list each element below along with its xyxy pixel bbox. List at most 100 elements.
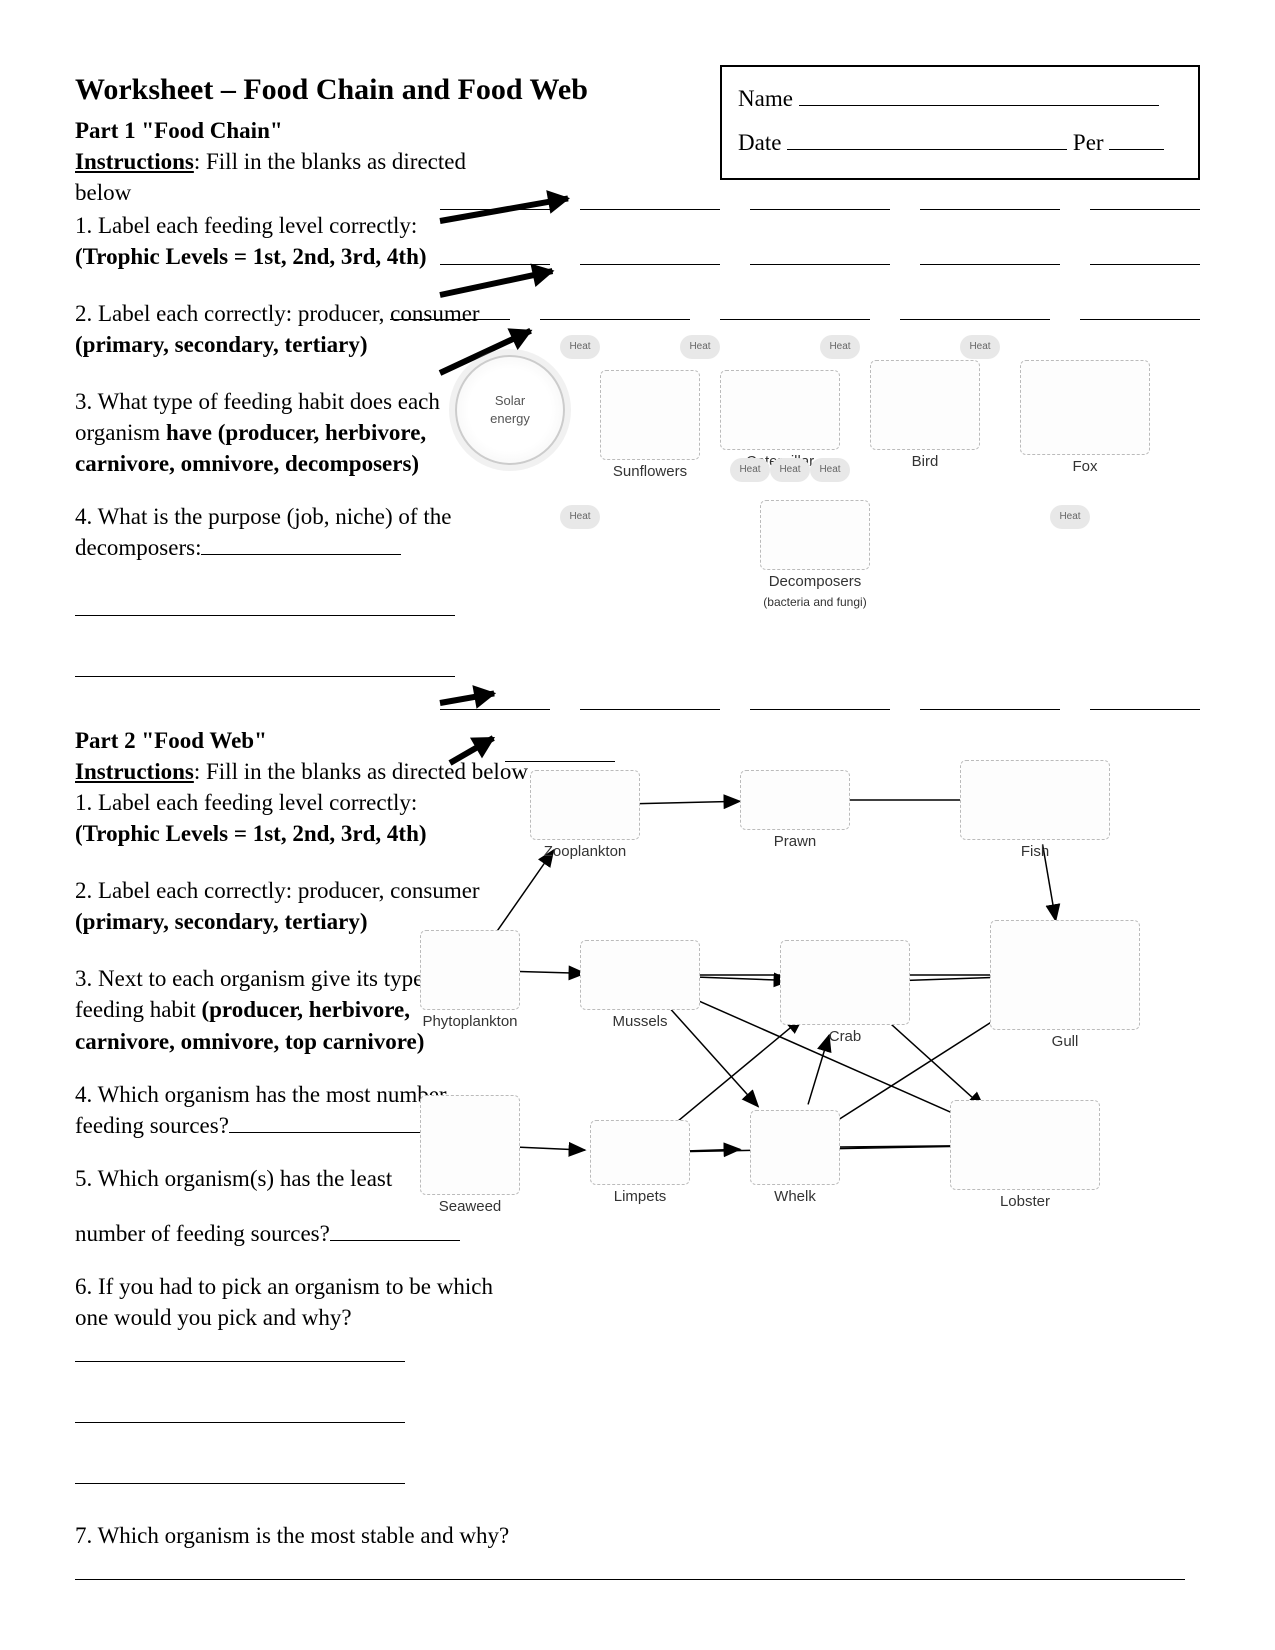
crab-icon (780, 940, 910, 1025)
phytoplankton-label: Phytoplankton (420, 1012, 520, 1032)
limpets-icon (590, 1120, 690, 1185)
prawn-icon (740, 770, 850, 830)
per-label: Per (1073, 130, 1104, 155)
p2-q5-text: Which organism(s) has the least (92, 1166, 392, 1191)
blank[interactable] (540, 300, 690, 320)
phytoplankton-icon (420, 930, 520, 1010)
blank[interactable] (750, 245, 890, 265)
solar-energy-circle: Solar energy (455, 355, 565, 465)
blank[interactable] (580, 190, 720, 210)
p2-q6-blank1[interactable] (75, 1340, 405, 1362)
p2-q5-num: 5. (75, 1166, 92, 1191)
p1-q4-num: 4. (75, 504, 92, 529)
fish-icon (960, 760, 1110, 840)
p2-q6-num: 6. (75, 1274, 92, 1299)
p2-q7: 7. Which organism is the most stable and… (75, 1520, 1200, 1588)
p1-blank-row-1 (440, 190, 1200, 210)
p2-q6-blank2[interactable] (75, 1401, 405, 1423)
p2-q2: 2. Label each correctly: producer, consu… (75, 875, 505, 937)
blank[interactable] (580, 690, 720, 710)
p1-q1-bold: (Trophic Levels = 1st, 2nd, 3rd, 4th) (75, 244, 427, 269)
p1-q4: 4. What is the purpose (job, niche) of t… (75, 501, 505, 563)
heat-badge: Heat (810, 458, 850, 482)
p2-q6-blank3[interactable] (75, 1462, 405, 1484)
p2-q7-num: 7. (75, 1523, 92, 1548)
blank[interactable] (505, 742, 615, 762)
solar-label: Solar energy (490, 392, 530, 427)
sunflowers-icon (600, 370, 700, 460)
blank[interactable] (390, 300, 510, 320)
p2-q5-text2: number of feeding sources? (75, 1221, 330, 1246)
p1-q4-blank3[interactable] (75, 655, 455, 677)
blank[interactable] (750, 690, 890, 710)
name-blank[interactable] (799, 105, 1159, 106)
blank[interactable] (1090, 245, 1200, 265)
date-field-row: Date Per (738, 121, 1182, 165)
part2-title: Part 2 "Food Web" (75, 725, 1200, 756)
p2-q1-text: Label each feeding level correctly: (92, 790, 417, 815)
seaweed-icon (420, 1095, 520, 1195)
prawn-label: Prawn (740, 832, 850, 852)
blank[interactable] (1080, 300, 1200, 320)
fish-label: Fish (960, 842, 1110, 862)
heat-badge: Heat (560, 335, 600, 359)
blank[interactable] (720, 300, 870, 320)
p2-q1-num: 1. (75, 790, 92, 815)
blank[interactable] (580, 245, 720, 265)
caterpillar-icon (720, 370, 840, 450)
p1-q3: 3. What type of feeding habit does each … (75, 386, 505, 479)
p2-q2-text: Label each correctly: producer, consumer (92, 878, 479, 903)
name-field-row: Name (738, 77, 1182, 121)
fox-label: Fox (1020, 457, 1150, 477)
heat-badge: Heat (730, 458, 770, 482)
p2-q4-blank[interactable] (229, 1111, 449, 1133)
p2-q7-blank[interactable] (75, 1558, 1185, 1580)
p2-q3-num: 3. (75, 966, 92, 991)
blank[interactable] (440, 690, 550, 710)
p2-blank-row-2 (505, 742, 615, 762)
blank[interactable] (750, 190, 890, 210)
sunflowers-label: Sunflowers (600, 462, 700, 482)
decomposers-label: Decomposers(bacteria and fungi) (760, 572, 870, 613)
p2-q2-num: 2. (75, 878, 92, 903)
whelk-icon (750, 1110, 840, 1185)
p1-q1-text: Label each feeding level correctly: (92, 213, 417, 238)
p1-blank-row-2 (440, 245, 1200, 265)
p1-q4-blank1[interactable] (201, 533, 401, 555)
seaweed-label: Seaweed (420, 1197, 520, 1217)
bird-label: Bird (870, 452, 980, 472)
blank[interactable] (920, 690, 1060, 710)
p1-q4-blank2[interactable] (75, 594, 455, 616)
p2-blank-row-1 (440, 690, 1200, 710)
p2-q6: 6. If you had to pick an organism to be … (75, 1271, 505, 1492)
blank[interactable] (1090, 190, 1200, 210)
mussels-label: Mussels (580, 1012, 700, 1032)
date-label: Date (738, 130, 781, 155)
blank[interactable] (920, 190, 1060, 210)
limpets-label: Limpets (590, 1187, 690, 1207)
instructions-label: Instructions (75, 149, 194, 174)
p2-q5-blank[interactable] (330, 1219, 460, 1241)
blank[interactable] (900, 300, 1050, 320)
per-blank[interactable] (1109, 149, 1164, 150)
blank[interactable] (1090, 690, 1200, 710)
date-blank[interactable] (787, 149, 1067, 150)
p1-q2-num: 2. (75, 301, 92, 326)
fox-icon (1020, 360, 1150, 455)
p2-q4-num: 4. (75, 1082, 92, 1107)
p1-q2-bold: (primary, secondary, tertiary) (75, 332, 368, 357)
whelk-label: Whelk (750, 1187, 840, 1207)
decomposers-icon (760, 500, 870, 570)
part1-title: Part 1 "Food Chain" (75, 115, 505, 146)
crab-label: Crab (780, 1027, 910, 1047)
heat-badge: Heat (680, 335, 720, 359)
blank[interactable] (440, 190, 550, 210)
name-date-box: Name Date Per (720, 65, 1200, 180)
lobster-icon (950, 1100, 1100, 1190)
blank[interactable] (920, 245, 1060, 265)
p2-q2-bold: (primary, secondary, tertiary) (75, 909, 368, 934)
blank[interactable] (440, 245, 550, 265)
heat-badge: Heat (820, 335, 860, 359)
mussels-icon (580, 940, 700, 1010)
instructions-label: Instructions (75, 759, 194, 784)
